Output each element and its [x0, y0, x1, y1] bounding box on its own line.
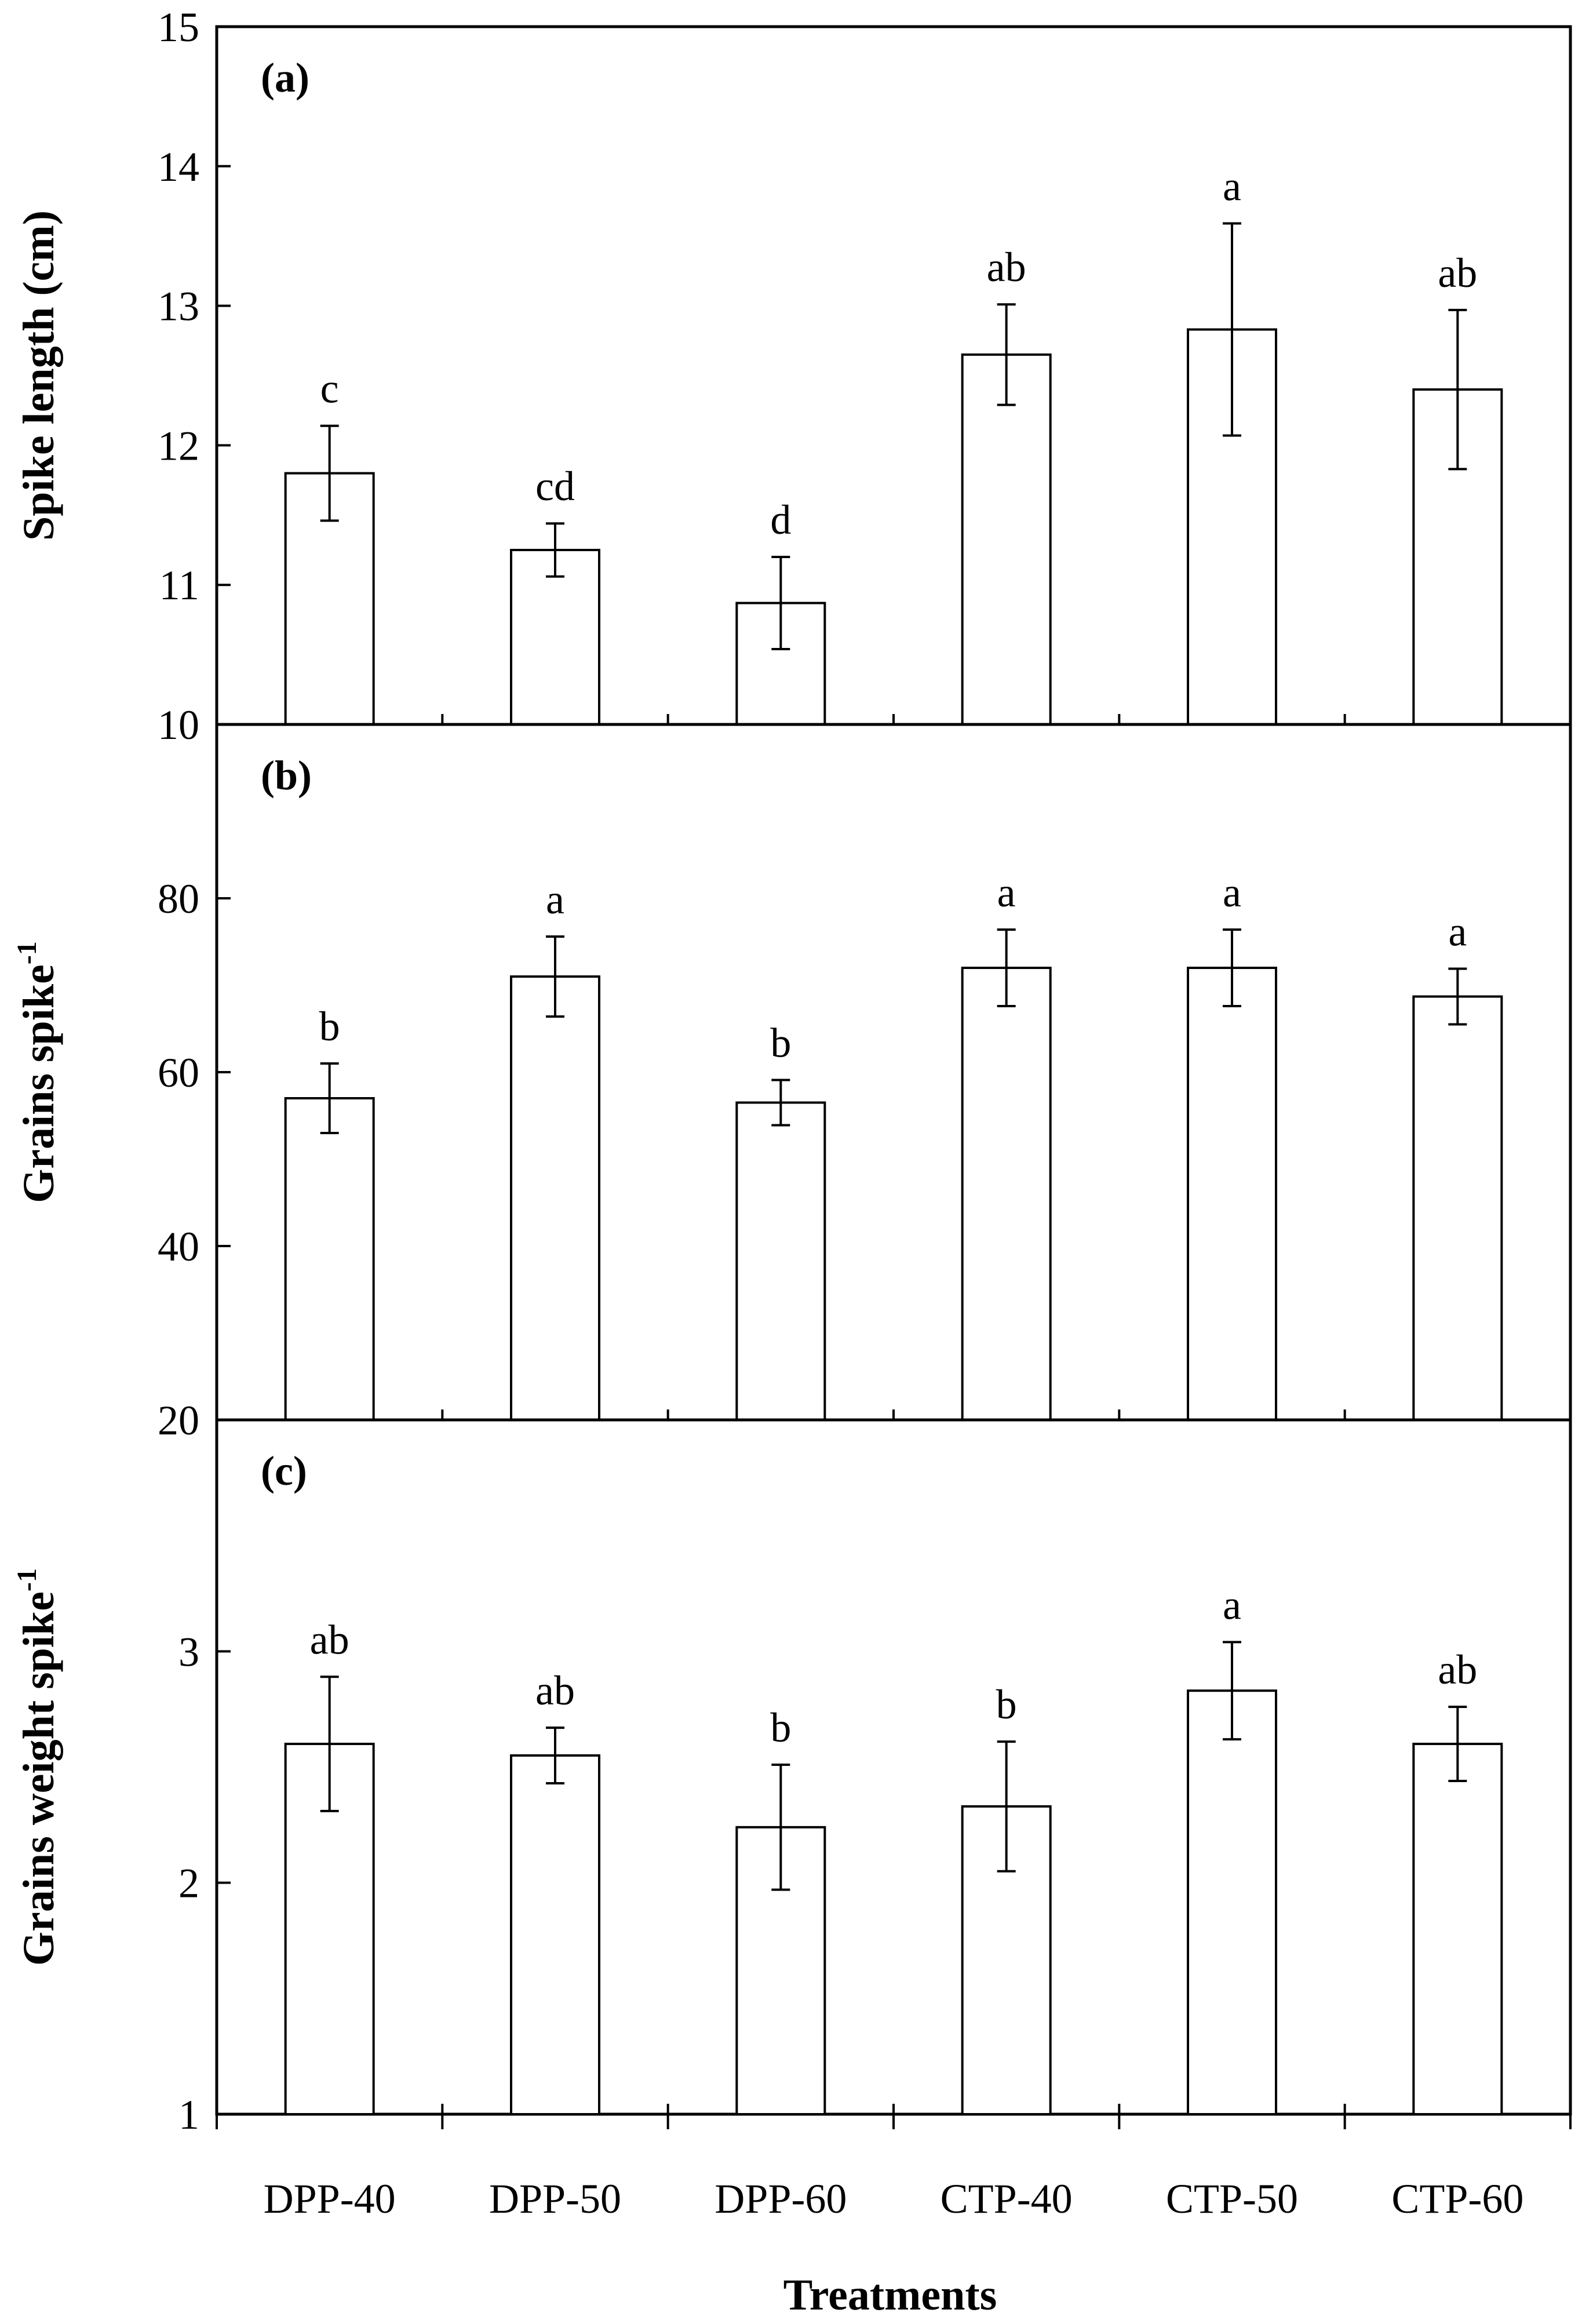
significance-label: b [319, 1003, 340, 1050]
y-tick-label: 11 [159, 562, 199, 609]
bar [284, 1097, 375, 1421]
significance-label: b [996, 1681, 1017, 1728]
significance-label: b [770, 1020, 791, 1066]
bar [961, 353, 1052, 726]
y-tick-label: 15 [158, 4, 199, 50]
y-tick-label: 3 [178, 1629, 199, 1675]
significance-label: a [997, 869, 1016, 916]
significance-label: ab [1438, 250, 1477, 296]
bar [510, 975, 600, 1421]
panel-label: (b) [261, 752, 312, 799]
y-axis-title: Grains weight spike-1 [12, 1568, 63, 1966]
significance-label: ab [1438, 1647, 1477, 1693]
significance-label: a [546, 876, 564, 923]
x-category-label: CTP-40 [941, 2176, 1073, 2222]
y-tick-label: 10 [158, 702, 199, 748]
bar [1412, 995, 1503, 1421]
significance-label: a [1223, 869, 1241, 916]
significance-label: cd [535, 463, 575, 509]
significance-label: ab [310, 1616, 349, 1663]
bar [1187, 967, 1277, 1421]
significance-label: d [770, 497, 791, 543]
x-axis-title: Treatments [783, 2271, 997, 2319]
y-axis-title: Grains spike-1 [12, 941, 63, 1203]
y-axis-title-main: Grains spike [14, 964, 63, 1203]
y-tick-label: 80 [158, 876, 199, 922]
y-axis-title-superscript: -1 [12, 1568, 42, 1591]
y-tick-label: 2 [178, 1860, 199, 1907]
y-axis-title-superscript: -1 [12, 941, 42, 964]
x-category-label: CTP-50 [1166, 2176, 1298, 2222]
panel-a: 10 11 12 13 14 15 c cd d ab a ab (a) Spike length (cm… [14, 4, 1572, 748]
y-tick-label: 40 [158, 1223, 199, 1270]
significance-label: ab [535, 1667, 575, 1714]
bar [1412, 1743, 1503, 2115]
bar [735, 1101, 826, 1421]
x-category-label: CTP-60 [1391, 2176, 1523, 2222]
bar [510, 1754, 600, 2116]
y-tick-label: 13 [158, 283, 199, 330]
y-tick-label: 14 [158, 144, 199, 190]
panel-label: (c) [261, 1448, 307, 1494]
y-tick-label: 60 [158, 1050, 199, 1096]
y-axis-title-main: Spike length (cm) [14, 210, 63, 541]
panel-c: 1 2 3 ab ab b b a ab (c) Grains weight spike-1 [12, 1418, 1572, 2138]
significance-label: b [770, 1704, 791, 1751]
y-tick-label: 12 [158, 422, 199, 469]
bar [961, 967, 1052, 1421]
x-category-label: DPP-40 [264, 2176, 396, 2222]
panel-label: (a) [261, 54, 309, 101]
y-axis-title-main: Grains weight spike [14, 1591, 63, 1966]
significance-label: ab [987, 244, 1026, 290]
significance-label: c [320, 366, 339, 412]
bar [735, 602, 826, 726]
significance-label: a [1448, 909, 1467, 955]
y-axis-title: Spike length (cm) [14, 210, 63, 541]
significance-label: a [1223, 163, 1241, 210]
x-category-label: DPP-50 [489, 2176, 621, 2222]
x-category-label: DPP-60 [715, 2176, 847, 2222]
bar [510, 549, 600, 726]
y-tick-label: 20 [158, 1397, 199, 1444]
bar [1187, 1689, 1277, 2115]
significance-label: a [1223, 1582, 1241, 1628]
y-tick-label: 1 [178, 2092, 199, 2138]
